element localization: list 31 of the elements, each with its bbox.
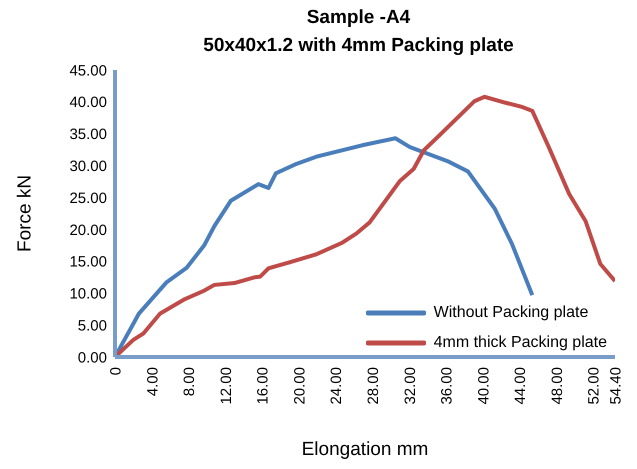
x-tick-label: 0 (108, 367, 125, 376)
x-tick-label: 12.00 (218, 367, 235, 405)
x-tick-label: 28.00 (365, 367, 382, 405)
y-tick-label: 25.00 (69, 190, 107, 207)
y-tick-label: 10.00 (69, 286, 107, 303)
x-tick-label: 54.40 (608, 367, 625, 405)
legend-label: 4mm thick Packing plate (434, 333, 607, 353)
y-tick-label: 0.00 (78, 349, 107, 366)
x-tick-label: 8.00 (181, 367, 198, 396)
x-tick-label: 4.00 (144, 367, 162, 396)
x-tick-label: 52.00 (586, 367, 603, 405)
y-tick-label: 35.00 (69, 126, 107, 144)
x-tick-label: 36.00 (438, 367, 456, 405)
y-tick-label: 30.00 (69, 158, 107, 175)
legend-label: Without Packing plate (434, 303, 588, 323)
chart-subtitle: 50x40x1.2 with 4mm Packing plate (202, 34, 515, 58)
x-tick-label: 44.00 (512, 367, 530, 405)
y-tick-label: 40.00 (69, 94, 107, 112)
y-tick-label: 20.00 (69, 222, 107, 239)
x-tick-label: 40.00 (475, 367, 492, 405)
x-tick-label: 20.00 (291, 367, 308, 405)
y-tick-label: 5.00 (78, 317, 107, 334)
y-tick-label: 45.00 (69, 62, 107, 80)
x-tick-label: 48.00 (548, 367, 566, 405)
y-tick-label: 15.00 (69, 254, 107, 271)
y-axis-title: Force kN (14, 174, 36, 252)
x-tick-label: 16.00 (254, 367, 272, 405)
x-axis-title: Elongation mm (302, 439, 428, 460)
x-tick-label: 32.00 (402, 367, 419, 405)
x-tick-label: 24.00 (328, 367, 346, 405)
chart-title: Sample -A4 (306, 6, 412, 30)
